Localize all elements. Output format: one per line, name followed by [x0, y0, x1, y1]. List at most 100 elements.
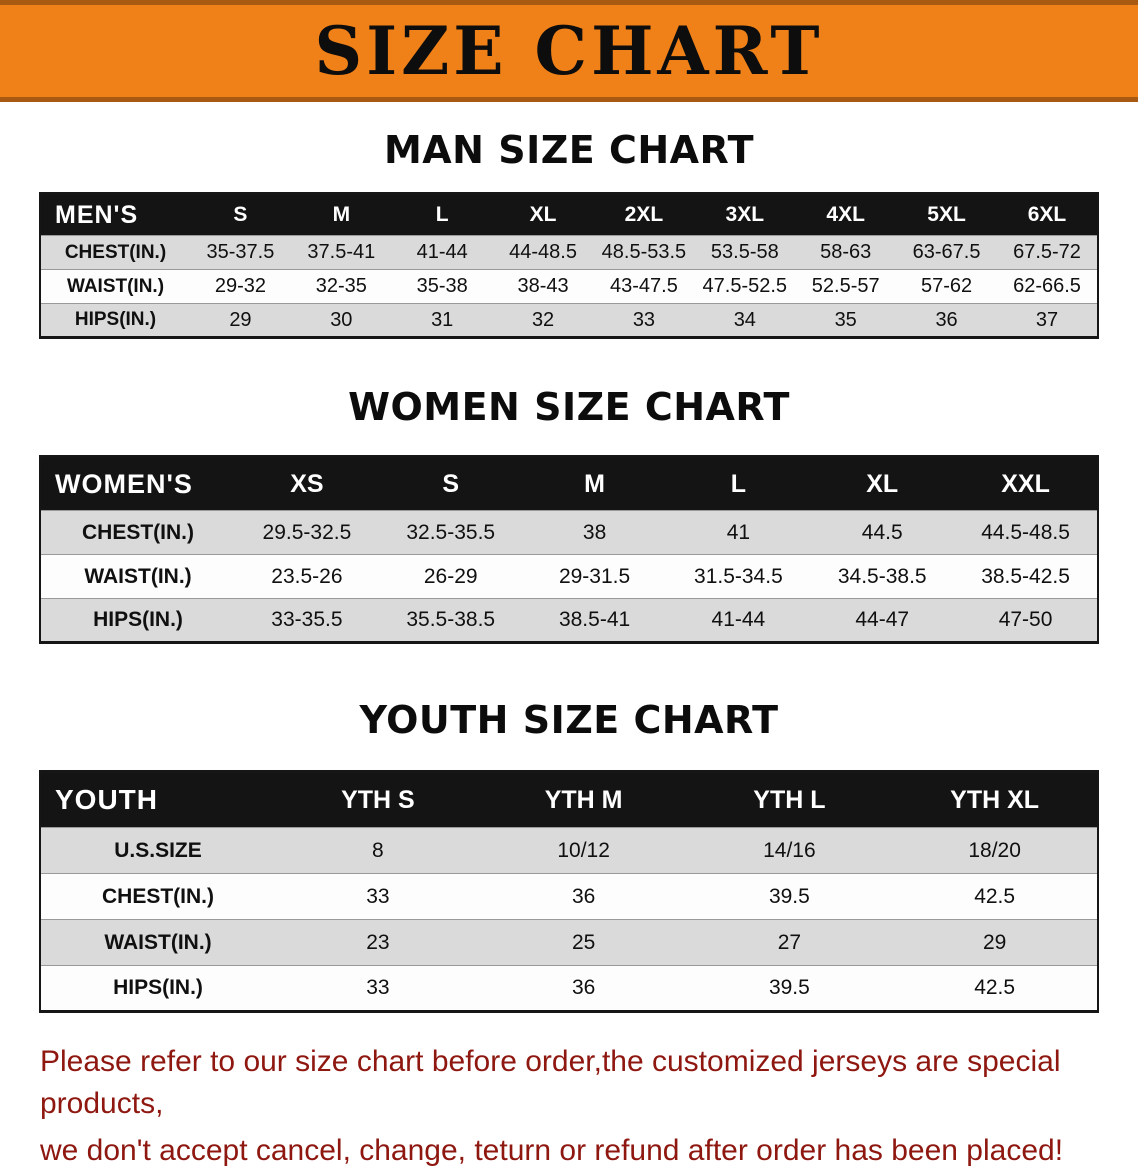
size-value-cell: 29: [892, 919, 1098, 966]
size-value-cell: 33: [275, 965, 481, 1012]
size-value-cell: 34: [694, 303, 796, 338]
size-value-cell: 35-37.5: [190, 235, 291, 270]
page-title: SIZE CHART: [314, 12, 824, 90]
size-column-header: L: [391, 193, 493, 236]
size-value-cell: 29-31.5: [522, 554, 667, 599]
size-value-cell: 44.5-48.5: [954, 510, 1098, 555]
notice-line-2: we don't accept cancel, change, teturn o…: [40, 1134, 1064, 1167]
measurement-label: HIPS(IN.): [40, 598, 235, 643]
table-row: HIPS(IN.) 33 36 39.5 42.5: [40, 965, 1098, 1012]
size-value-cell: 43-47.5: [593, 269, 695, 304]
measurement-label: CHEST(IN.): [40, 235, 190, 270]
size-value-cell: 14/16: [686, 827, 893, 874]
banner: SIZE CHART: [0, 0, 1138, 102]
size-value-cell: 33: [593, 303, 695, 338]
men-chart-heading: MAN SIZE CHART: [383, 128, 755, 172]
size-value-cell: 62-66.5: [997, 269, 1098, 304]
size-column-header: 5XL: [896, 193, 997, 236]
youth-section: YOUTH SIZE CHART YOUTH YTH S YTH M YTH L YTH…: [0, 698, 1138, 1013]
measurement-label: CHEST(IN.): [40, 873, 275, 920]
size-value-cell: 37.5-41: [290, 235, 392, 270]
size-value-cell: 29-32: [190, 269, 291, 304]
size-value-cell: 26-29: [378, 554, 523, 599]
size-value-cell: 8: [275, 827, 481, 874]
size-column-header: L: [666, 456, 811, 511]
size-column-header: M: [290, 193, 392, 236]
size-value-cell: 44-48.5: [492, 235, 594, 270]
size-column-header: 2XL: [593, 193, 695, 236]
size-value-cell: 35: [795, 303, 897, 338]
table-row: CHEST(IN.) 33 36 39.5 42.5: [40, 873, 1098, 920]
size-value-cell: 23.5-26: [235, 554, 379, 599]
size-column-header: XS: [235, 456, 379, 511]
size-value-cell: 10/12: [480, 827, 687, 874]
size-column-header: YTH L: [686, 771, 893, 828]
size-value-cell: 48.5-53.5: [593, 235, 695, 270]
size-value-cell: 41: [666, 510, 811, 555]
women-chart-heading: WOMEN SIZE CHART: [348, 385, 790, 429]
table-row: WAIST(IN.) 23 25 27 29: [40, 919, 1098, 966]
size-value-cell: 63-67.5: [896, 235, 997, 270]
size-value-cell: 36: [896, 303, 997, 338]
size-value-cell: 58-63: [795, 235, 897, 270]
size-value-cell: 31.5-34.5: [666, 554, 811, 599]
size-value-cell: 41-44: [391, 235, 493, 270]
size-value-cell: 39.5: [686, 873, 893, 920]
table-corner-label: WOMEN'S: [40, 456, 235, 511]
size-value-cell: 34.5-38.5: [810, 554, 955, 599]
size-value-cell: 53.5-58: [694, 235, 796, 270]
size-column-header: XL: [492, 193, 594, 236]
size-value-cell: 42.5: [892, 965, 1098, 1012]
women-size-table: WOMEN'S XS S M L XL XXL CHEST(IN.) 29.5-32.5 32.5…: [39, 455, 1099, 644]
measurement-label: WAIST(IN.): [40, 919, 275, 966]
header-row: MEN'S S M L XL 2XL 3XL 4XL 5XL 6XL: [40, 193, 1098, 236]
size-value-cell: 31: [391, 303, 493, 338]
size-column-header: 4XL: [795, 193, 897, 236]
size-value-cell: 33: [275, 873, 481, 920]
youth-size-table: YOUTH YTH S YTH M YTH L YTH XL U.S.SIZE 8 10/12…: [39, 770, 1099, 1013]
size-value-cell: 38: [522, 510, 667, 555]
size-value-cell: 47.5-52.5: [694, 269, 796, 304]
size-value-cell: 42.5: [892, 873, 1098, 920]
table-corner-label: YOUTH: [40, 771, 275, 828]
size-column-header: YTH S: [275, 771, 481, 828]
size-value-cell: 29.5-32.5: [235, 510, 379, 555]
table-row: WAIST(IN.) 29-32 32-35 35-38 38-43 43-47.5 47.…: [40, 269, 1098, 304]
size-value-cell: 23: [275, 919, 481, 966]
size-value-cell: 30: [290, 303, 392, 338]
content: MAN SIZE CHART MEN'S S M L XL 2XL 3XL 4XL 5XL 6XL…: [0, 128, 1138, 1013]
men-size-table: MEN'S S M L XL 2XL 3XL 4XL 5XL 6XL CHEST(IN.) 35-37…: [39, 192, 1099, 339]
table-row: WAIST(IN.) 23.5-26 26-29 29-31.5 31.5-34.5 34…: [40, 554, 1098, 599]
header-row: YOUTH YTH S YTH M YTH L YTH XL: [40, 771, 1098, 828]
size-value-cell: 25: [480, 919, 687, 966]
size-column-header: XL: [810, 456, 955, 511]
size-value-cell: 32: [492, 303, 594, 338]
size-value-cell: 41-44: [666, 598, 811, 643]
size-value-cell: 44.5: [810, 510, 955, 555]
table-row: CHEST(IN.) 35-37.5 37.5-41 41-44 44-48.5 48.5…: [40, 235, 1098, 270]
table-row: U.S.SIZE 8 10/12 14/16 18/20: [40, 827, 1098, 874]
size-column-header: XXL: [954, 456, 1098, 511]
size-value-cell: 36: [480, 873, 687, 920]
size-column-header: YTH M: [480, 771, 687, 828]
size-value-cell: 37: [997, 303, 1098, 338]
size-value-cell: 32-35: [290, 269, 392, 304]
size-value-cell: 29: [190, 303, 291, 338]
order-notice: Please refer to our size chart before or…: [0, 1041, 1138, 1172]
measurement-label: WAIST(IN.): [40, 269, 190, 304]
youth-chart-heading: YOUTH SIZE CHART: [359, 698, 779, 742]
table-row: HIPS(IN.) 29 30 31 32 33 34 35 36 37: [40, 303, 1098, 338]
measurement-label: HIPS(IN.): [40, 303, 190, 338]
size-value-cell: 47-50: [954, 598, 1098, 643]
header-row: WOMEN'S XS S M L XL XXL: [40, 456, 1098, 511]
size-value-cell: 27: [686, 919, 893, 966]
measurement-label: U.S.SIZE: [40, 827, 275, 874]
size-value-cell: 18/20: [892, 827, 1098, 874]
table-row: HIPS(IN.) 33-35.5 35.5-38.5 38.5-41 41-44 44-…: [40, 598, 1098, 643]
notice-line-1: Please refer to our size chart before or…: [40, 1045, 1061, 1120]
size-column-header: S: [190, 193, 291, 236]
size-value-cell: 38-43: [492, 269, 594, 304]
size-value-cell: 35.5-38.5: [378, 598, 523, 643]
size-value-cell: 38.5-41: [522, 598, 667, 643]
